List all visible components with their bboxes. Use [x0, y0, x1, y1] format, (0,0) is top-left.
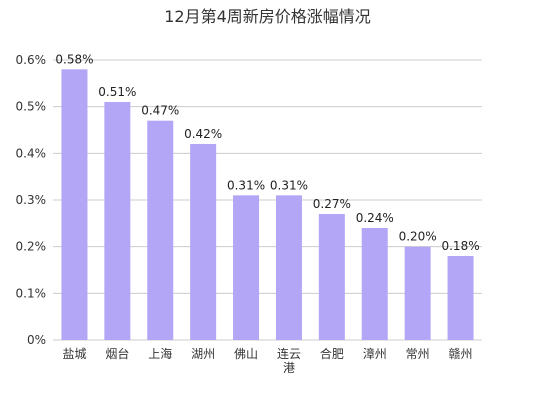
data-label: 0.31%	[227, 178, 265, 192]
y-axis-ticks: 0% 0.1% 0.2% 0.3% 0.4% 0.5% 0.6%	[16, 53, 47, 347]
category-label: 赣州	[449, 347, 473, 361]
bar	[361, 228, 388, 340]
data-label: 0.27%	[313, 197, 351, 211]
data-label: 0.24%	[356, 211, 394, 225]
category-label: 连云港	[277, 346, 301, 375]
category-label: 盐城	[62, 347, 86, 361]
bar	[404, 246, 431, 340]
category-label: 佛山	[234, 347, 258, 361]
y-tick-label: 0.1%	[16, 286, 47, 300]
bar	[275, 195, 302, 340]
category-label: 烟台	[105, 346, 129, 361]
y-tick-label: 0.4%	[16, 146, 47, 160]
y-tick-label: 0.6%	[16, 53, 47, 67]
bars	[61, 69, 474, 341]
x-axis-categories: 盐城 烟台 上海 湖州 佛山 连云港 合肥 漳州 常州 赣州	[62, 346, 472, 375]
bar	[147, 120, 174, 341]
data-label: 0.47%	[141, 104, 179, 118]
y-tick-label: 0.3%	[16, 193, 47, 207]
category-label: 上海	[148, 346, 172, 361]
data-label: 0.58%	[55, 52, 93, 66]
bar	[190, 144, 217, 340]
bar	[233, 195, 260, 340]
y-tick-label: 0.2%	[16, 240, 47, 254]
bar	[61, 69, 88, 340]
data-label: 0.31%	[270, 178, 308, 192]
category-label: 常州	[406, 347, 430, 361]
category-label: 合肥	[320, 346, 344, 361]
data-label: 0.51%	[98, 85, 136, 99]
bar	[318, 214, 345, 340]
data-label: 0.20%	[399, 230, 437, 244]
data-labels: 0.58% 0.51% 0.47% 0.42% 0.31% 0.31% 0.27% 0.24%…	[55, 52, 479, 253]
data-label: 0.42%	[184, 127, 222, 141]
category-label: 湖州	[191, 346, 215, 361]
chart-title: 12月第4周新房价格涨幅情况	[164, 7, 371, 26]
y-tick-label: 0.5%	[16, 100, 47, 114]
bar	[447, 256, 474, 340]
bar	[104, 102, 131, 340]
data-label: 0.18%	[441, 239, 479, 253]
y-tick-label: 0%	[27, 333, 46, 347]
category-label: 漳州	[363, 346, 387, 361]
